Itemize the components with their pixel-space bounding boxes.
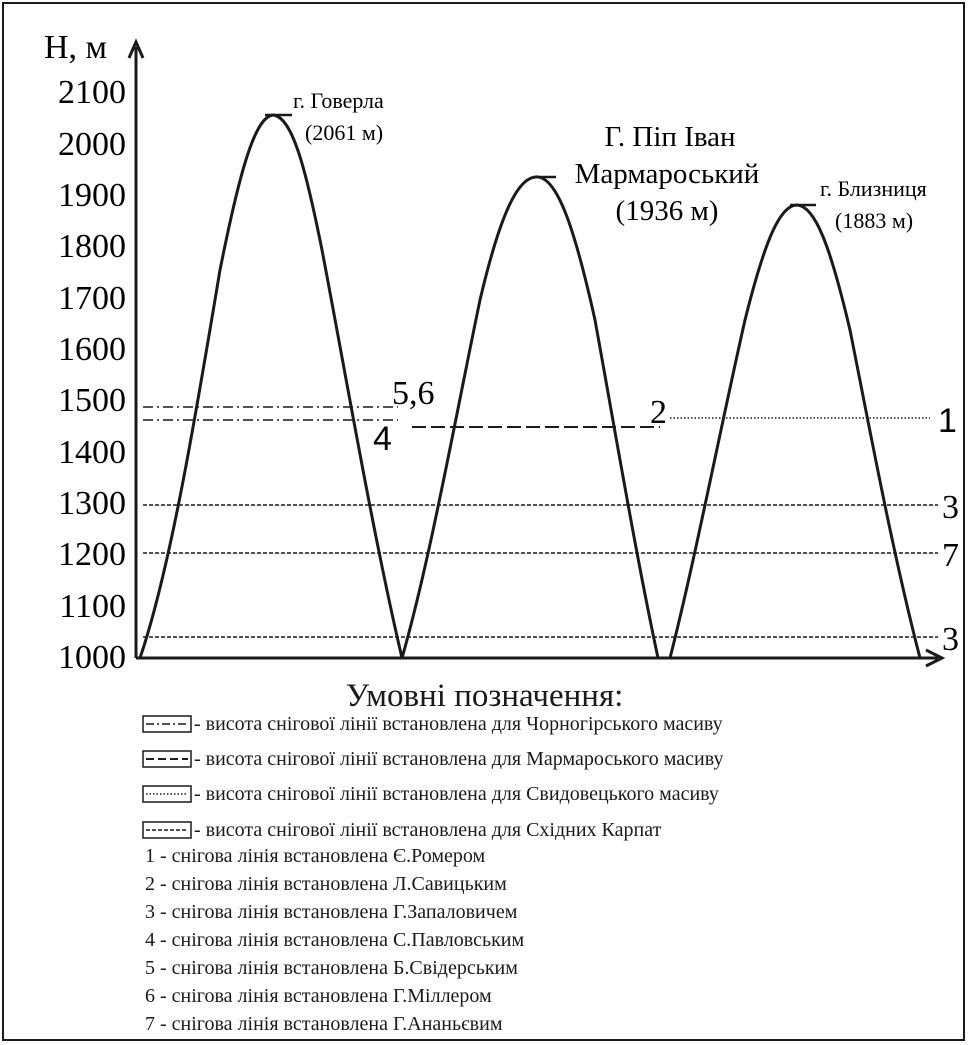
peak-hoverla-curve (138, 113, 404, 659)
y-axis-arrow (127, 38, 145, 59)
legend-swatch-dash-dot (142, 715, 192, 733)
peak-blyznytsia-curve (668, 203, 922, 659)
y-tick-1100: 1100 (59, 588, 126, 625)
peak-blyznytsia-height: (1883 м) (835, 208, 913, 233)
legend-text-marmarosh: - висота снігової лінії встановлена для … (194, 748, 724, 770)
y-tick-1800: 1800 (58, 228, 126, 265)
legend-author-3: 3 - снігова лінія встановлена Г.Запалови… (145, 901, 518, 923)
peak-hoverla-height: (2061 м) (305, 120, 383, 145)
marker-7: 7 (942, 537, 959, 574)
snow-lines (143, 406, 938, 638)
peak-blyznytsia-name: г. Близниця (820, 176, 927, 201)
marker-4: 4 (373, 420, 392, 458)
legend-author-5: 5 - снігова лінія встановлена Б.Свідерсь… (145, 957, 518, 979)
x-axis-arrow (925, 648, 946, 668)
y-tick-1900: 1900 (58, 177, 126, 214)
legend-text-svydovets: - висота снігової лінії встановлена для … (194, 783, 719, 805)
y-tick-1500: 1500 (58, 382, 126, 419)
y-tick-2000: 2000 (58, 126, 126, 163)
peak-pip-ivan-name-line1: Г. Піп Іван (604, 121, 735, 153)
peak-pip-ivan-curve (400, 175, 660, 659)
legend-swatch-dashed (142, 750, 192, 768)
y-tick-2100: 2100 (58, 74, 126, 111)
legend-title: Умовні позначення: (345, 678, 624, 714)
y-axis-title: H, м (44, 29, 107, 66)
marker-3-upper: 3 (942, 489, 959, 526)
legend-swatch-dotted (142, 785, 192, 803)
y-tick-1200: 1200 (58, 536, 126, 573)
y-tick-1600: 1600 (58, 331, 126, 368)
y-tick-1400: 1400 (58, 434, 126, 471)
legend-text-eastern-carpathians: - висота снігової лінії встановлена для … (194, 819, 662, 841)
marker-5-6: 5,6 (392, 375, 435, 412)
legend-author-2: 2 - снігова лінія встановлена Л.Савицьки… (145, 873, 507, 895)
snowline-diagram: H, м 2100 2000 1900 1800 1700 1600 1500 … (44, 29, 959, 670)
marker-1: 1 (938, 402, 957, 440)
peak-curves (138, 113, 922, 659)
y-tick-labels: 2100 2000 1900 1800 1700 1600 1500 1400 … (58, 74, 126, 670)
legend-text-chornohora: - висота снігової лінії встановлена для … (194, 713, 723, 735)
marker-3-lower: 3 (942, 621, 959, 658)
peak-pip-ivan-height: (1936 м) (616, 195, 719, 227)
y-tick-1700: 1700 (58, 280, 126, 317)
peak-hoverla-name: г. Говерла (293, 88, 384, 113)
legend-author-7: 7 - снігова лінія встановлена Г.Ананьєви… (145, 1013, 503, 1035)
y-tick-1300: 1300 (58, 485, 126, 522)
legend-author-1: 1 - снігова лінія встановлена Є.Ромером (145, 845, 486, 867)
marker-2: 2 (650, 394, 667, 431)
legend-author-4: 4 - снігова лінія встановлена С.Павловсь… (145, 929, 525, 951)
y-tick-1000: 1000 (58, 639, 126, 670)
legend-author-6: 6 - снігова лінія встановлена Г.Міллером (145, 985, 492, 1007)
legend-swatch-fine-dash (142, 821, 192, 839)
summit-leaders (265, 113, 816, 207)
peak-pip-ivan-name-line2: Мармароський (575, 158, 760, 190)
